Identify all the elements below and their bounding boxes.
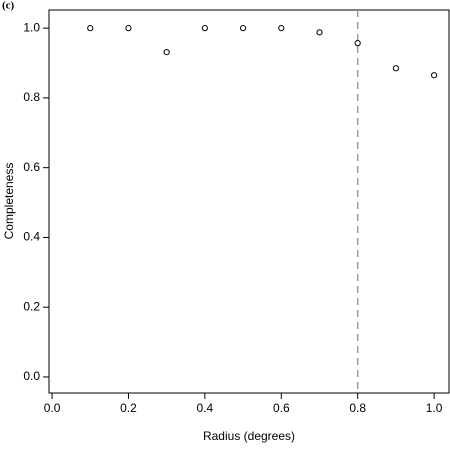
data-point xyxy=(239,25,247,32)
x-tick-label: 0.8 xyxy=(349,401,366,415)
y-tick-label: 0.4 xyxy=(23,230,40,244)
y-tick-label: 1.0 xyxy=(23,20,40,34)
panel-label: (c) xyxy=(2,0,15,12)
data-point xyxy=(87,25,94,32)
y-tick-label: 0.8 xyxy=(23,90,40,104)
data-point xyxy=(354,40,361,47)
x-tick-label: 0.0 xyxy=(44,401,61,415)
x-axis-title: Radius (degrees) xyxy=(203,429,295,443)
x-tick-label: 0.4 xyxy=(197,401,214,415)
data-point xyxy=(316,29,323,36)
data-point xyxy=(163,49,170,56)
data-point xyxy=(278,25,285,32)
x-tick-label: 0.2 xyxy=(120,401,137,415)
y-tick-label: 0.0 xyxy=(23,369,40,383)
x-tick-label: 0.6 xyxy=(273,401,290,415)
plot-frame xyxy=(48,9,450,394)
x-tick-label: 1.0 xyxy=(426,401,443,415)
data-point xyxy=(125,25,132,32)
data-point xyxy=(392,65,399,72)
data-point xyxy=(201,25,208,32)
y-axis-title: Completeness xyxy=(2,163,16,240)
data-point xyxy=(431,72,438,79)
y-tick-label: 0.6 xyxy=(23,160,40,174)
y-tick-label: 0.2 xyxy=(23,299,40,313)
